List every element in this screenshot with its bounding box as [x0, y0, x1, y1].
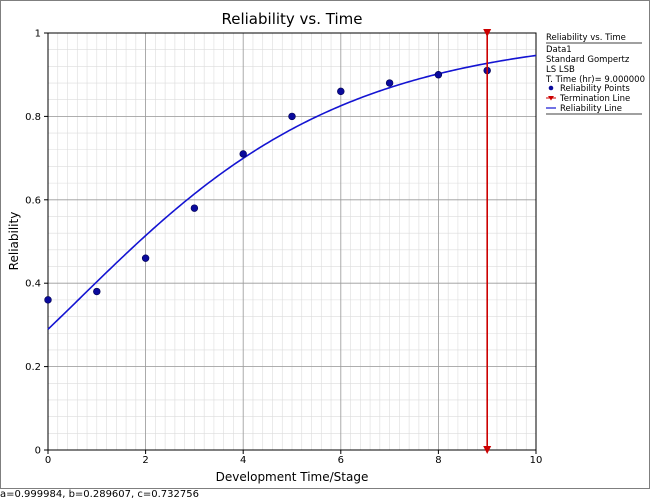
y-axis-ticks: 0 0.2 0.4 0.6 0.8 1 — [25, 29, 48, 457]
minor-grid — [47, 32, 537, 451]
legend-entry-termination-line: Termination Line — [559, 94, 630, 104]
reliability-line — [47, 54, 537, 330]
legend-title: Reliability vs. Time — [546, 33, 626, 43]
reliability-points-layer — [44, 66, 491, 304]
legend-entry-reliability-points: Reliability Points — [560, 84, 630, 94]
legend-entry-reliability-line: Reliability Line — [560, 104, 622, 114]
chart-window: 0 2 4 6 8 10 0 0.2 0.4 0.6 0.8 1 Reliability vs. T… — [0, 0, 650, 489]
reliability-point — [141, 254, 150, 262]
reliability-point — [93, 287, 101, 296]
reliability-point — [44, 296, 52, 304]
x-tick-label: 6 — [338, 455, 344, 466]
legend-method: LS LSB — [546, 65, 575, 75]
status-bar: a=0.999984, b=0.289607, c=0.732756 — [0, 489, 199, 500]
termination-top-marker-icon — [483, 29, 492, 37]
x-tick-label: 10 — [530, 455, 543, 466]
plot-area-frame — [47, 32, 537, 451]
y-tick-label: 1 — [35, 29, 41, 40]
reliability-point — [288, 112, 296, 121]
x-tick-label: 8 — [435, 455, 441, 466]
y-tick-label: 0 — [35, 446, 41, 457]
x-tick-label: 2 — [142, 455, 148, 466]
x-tick-label: 0 — [45, 455, 51, 466]
x-axis-label: Development Time/Stage — [216, 470, 369, 484]
x-tick-label: 4 — [240, 455, 246, 466]
legend-data-name: Data1 — [546, 45, 572, 55]
legend-point-marker-icon — [548, 85, 554, 91]
y-tick-label: 0.8 — [25, 112, 41, 123]
legend: Reliability vs. Time Data1 Standard Gomp… — [545, 33, 645, 115]
y-axis-label: Reliability — [7, 212, 21, 271]
reliability-point — [385, 79, 394, 87]
reliability-point — [190, 204, 199, 212]
y-tick-label: 0.6 — [25, 195, 41, 206]
reliability-chart: 0 2 4 6 8 10 0 0.2 0.4 0.6 0.8 1 Reliability vs. T… — [7, 10, 645, 484]
x-axis-ticks: 0 2 4 6 8 10 — [45, 450, 543, 466]
termination-bottom-marker-icon — [483, 446, 492, 454]
y-tick-label: 0.4 — [25, 279, 41, 290]
y-tick-label: 0.2 — [25, 362, 41, 373]
legend-model-name: Standard Gompertz — [546, 55, 630, 65]
chart-title: Reliability vs. Time — [222, 10, 363, 28]
reliability-point — [434, 70, 443, 79]
reliability-line-layer — [47, 54, 537, 330]
reliability-point — [239, 150, 247, 158]
reliability-point — [337, 87, 345, 96]
legend-termination-time: T. Time (hr)= 9.000000 — [545, 75, 645, 85]
termination-line-layer — [483, 29, 492, 454]
legend-termination-marker-icon — [548, 96, 554, 101]
